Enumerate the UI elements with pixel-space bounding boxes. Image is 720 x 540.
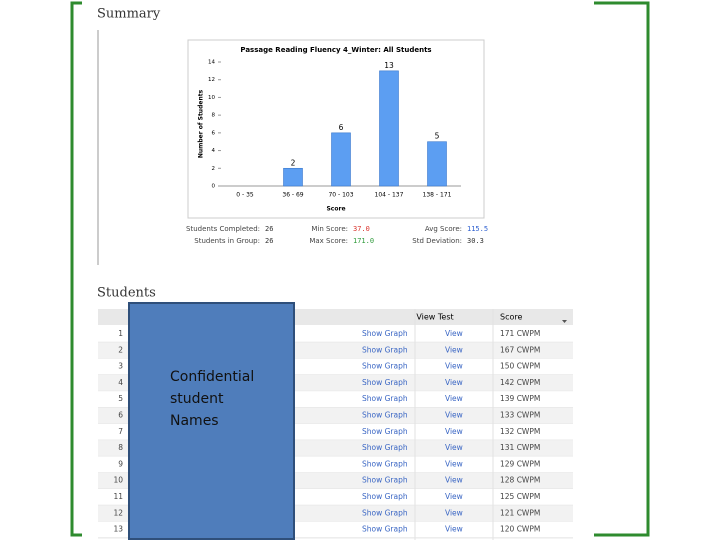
bar — [379, 70, 399, 187]
view-link[interactable]: View — [445, 427, 463, 436]
score: 131 CWPM — [500, 443, 540, 452]
row-number: 7 — [118, 427, 123, 436]
view-link[interactable]: View — [445, 492, 463, 501]
score: 121 CWPM — [500, 508, 540, 517]
data-label: 2 — [291, 158, 296, 167]
row-number: 8 — [118, 443, 123, 452]
score: 150 CWPM — [500, 362, 540, 371]
score: 139 CWPM — [500, 394, 540, 403]
show-graph-link[interactable]: Show Graph — [362, 329, 408, 338]
show-graph-link[interactable]: Show Graph — [362, 427, 408, 436]
column-header: Score — [500, 313, 522, 322]
show-graph-link[interactable]: Show Graph — [362, 492, 408, 501]
stat-label: Avg Score: — [425, 225, 462, 233]
view-link[interactable]: View — [445, 411, 463, 420]
bar — [427, 141, 447, 187]
stat-value: 30.3 — [467, 237, 484, 245]
y-tick-label: 4 — [212, 148, 216, 154]
show-graph-link[interactable]: Show Graph — [362, 443, 408, 452]
show-graph-link[interactable]: Show Graph — [362, 508, 408, 517]
stat-label: Max Score: — [309, 237, 348, 245]
view-link[interactable]: View — [445, 476, 463, 485]
y-tick-label: 14 — [208, 60, 215, 66]
y-tick-label: 6 — [212, 130, 216, 136]
score: 132 CWPM — [500, 427, 540, 436]
data-label: 13 — [384, 61, 394, 70]
view-link[interactable]: View — [445, 378, 463, 387]
data-label: 5 — [435, 132, 440, 141]
y-axis-label: Number of Students — [198, 89, 205, 158]
score: 120 CWPM — [500, 525, 540, 534]
redaction-label: Confidential student Names — [170, 369, 255, 429]
y-tick-label: 0 — [212, 184, 216, 190]
score: 128 CWPM — [500, 476, 540, 485]
chart-title: Passage Reading Fluency 4_Winter: All St… — [240, 46, 431, 54]
show-graph-link[interactable]: Show Graph — [362, 476, 408, 485]
summary-heading: Summary — [97, 7, 161, 22]
sort-arrow[interactable] — [562, 320, 567, 323]
row-number: 4 — [118, 378, 123, 387]
stat-label: Students Completed: — [186, 225, 260, 233]
score: 129 CWPM — [500, 459, 540, 468]
view-link[interactable]: View — [445, 525, 463, 534]
show-graph-link[interactable]: Show Graph — [362, 411, 408, 420]
show-graph-link[interactable]: Show Graph — [362, 345, 408, 354]
view-link[interactable]: View — [445, 329, 463, 338]
score: 133 CWPM — [500, 411, 540, 420]
stat-value: 26 — [265, 225, 273, 233]
bar — [331, 132, 351, 187]
stat-value: 26 — [265, 237, 273, 245]
stat-value: 115.5 — [467, 225, 488, 233]
x-tick-label: 0 - 35 — [236, 192, 254, 199]
row-number: 1 — [118, 329, 123, 338]
row-number: 13 — [113, 525, 123, 534]
show-graph-link[interactable]: Show Graph — [362, 362, 408, 371]
show-graph-link[interactable]: Show Graph — [362, 378, 408, 387]
students-heading: Students — [97, 286, 156, 301]
score: 125 CWPM — [500, 492, 540, 501]
stat-value: 171.0 — [353, 237, 374, 245]
chart-box — [187, 39, 485, 219]
x-axis-label: Score — [326, 206, 345, 213]
row-number: 2 — [118, 345, 123, 354]
view-link[interactable]: View — [445, 508, 463, 517]
row-number: 3 — [118, 362, 123, 371]
stat-label: Students in Group: — [194, 237, 260, 245]
view-link[interactable]: View — [445, 362, 463, 371]
redaction: Confidential student Names — [128, 302, 295, 540]
x-tick-label: 104 - 137 — [375, 192, 404, 199]
row-number: 10 — [113, 476, 123, 485]
bar — [283, 167, 303, 187]
row-number: 11 — [113, 492, 123, 501]
stat-value: 37.0 — [353, 225, 370, 233]
score: 167 CWPM — [500, 345, 540, 354]
stat-label: Min Score: — [311, 225, 348, 233]
show-graph-link[interactable]: Show Graph — [362, 525, 408, 534]
y-tick-label: 12 — [208, 77, 215, 83]
show-graph-link[interactable]: Show Graph — [362, 394, 408, 403]
stat-label: Std Deviation: — [412, 237, 462, 245]
view-link[interactable]: View — [445, 394, 463, 403]
row-number: 5 — [118, 394, 123, 403]
y-tick-label: 2 — [212, 166, 216, 172]
x-tick-label: 70 - 103 — [328, 192, 353, 199]
y-tick-label: 8 — [212, 113, 216, 119]
view-link[interactable]: View — [445, 345, 463, 354]
show-graph-link[interactable]: Show Graph — [362, 459, 408, 468]
score: 171 CWPM — [500, 329, 540, 338]
score: 142 CWPM — [500, 378, 540, 387]
view-link[interactable]: View — [445, 443, 463, 452]
x-tick-label: 138 - 171 — [423, 192, 452, 199]
view-link[interactable]: View — [445, 459, 463, 468]
data-label: 6 — [339, 123, 344, 132]
row-number: 12 — [113, 508, 123, 517]
x-tick-label: 36 - 69 — [282, 192, 303, 199]
row-number: 9 — [118, 459, 123, 468]
column-header: View Test — [416, 313, 453, 322]
row-number: 6 — [118, 411, 123, 420]
y-tick-label: 10 — [208, 95, 215, 101]
